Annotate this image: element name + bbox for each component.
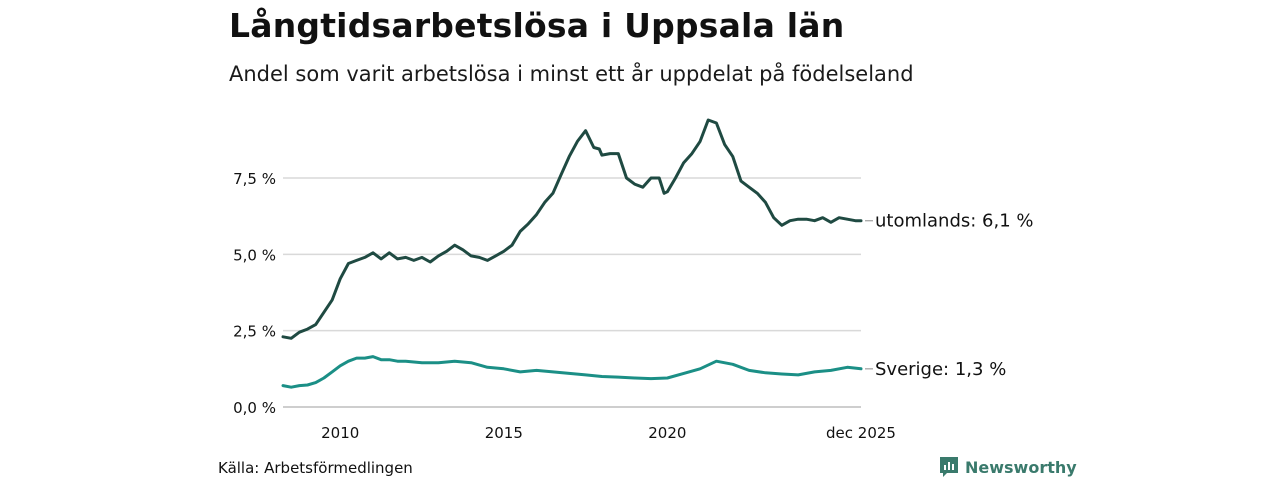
newsworthy-logo-icon [940,457,958,477]
y-tick-label: 7,5 % [233,170,276,188]
x-axis-ticks: 2010 2015 2020 dec 2025 [321,424,896,442]
gridlines [283,177,861,408]
y-tick-label: 5,0 % [233,246,276,264]
series-end-label-utomlands: utomlands: 6,1 % [875,211,1034,232]
series-end-label-sverige: Sverige: 1,3 % [875,359,1006,380]
y-tick-label: 0,0 % [233,399,276,417]
brand-name: Newsworthy [965,457,1077,477]
series-end-labels: utomlands: 6,1 % Sverige: 1,3 % [865,211,1034,380]
x-tick-label: 2010 [321,424,359,442]
y-axis-ticks: 0,0 % 2,5 % 5,0 % 7,5 % [233,170,276,417]
x-tick-label: 2020 [648,424,686,442]
x-tick-label: 2015 [485,424,523,442]
chart-title: Långtidsarbetslösa i Uppsala län [229,6,845,45]
series-lines [281,118,863,389]
brand-logo[interactable]: Newsworthy [939,456,1077,478]
x-tick-label: dec 2025 [826,424,896,442]
series-line-sverige [281,355,863,389]
chart-subtitle: Andel som varit arbetslösa i minst ett å… [229,62,914,86]
series-line-utomlands [281,118,863,340]
source-note: Källa: Arbetsförmedlingen [218,459,413,477]
y-tick-label: 2,5 % [233,323,276,341]
